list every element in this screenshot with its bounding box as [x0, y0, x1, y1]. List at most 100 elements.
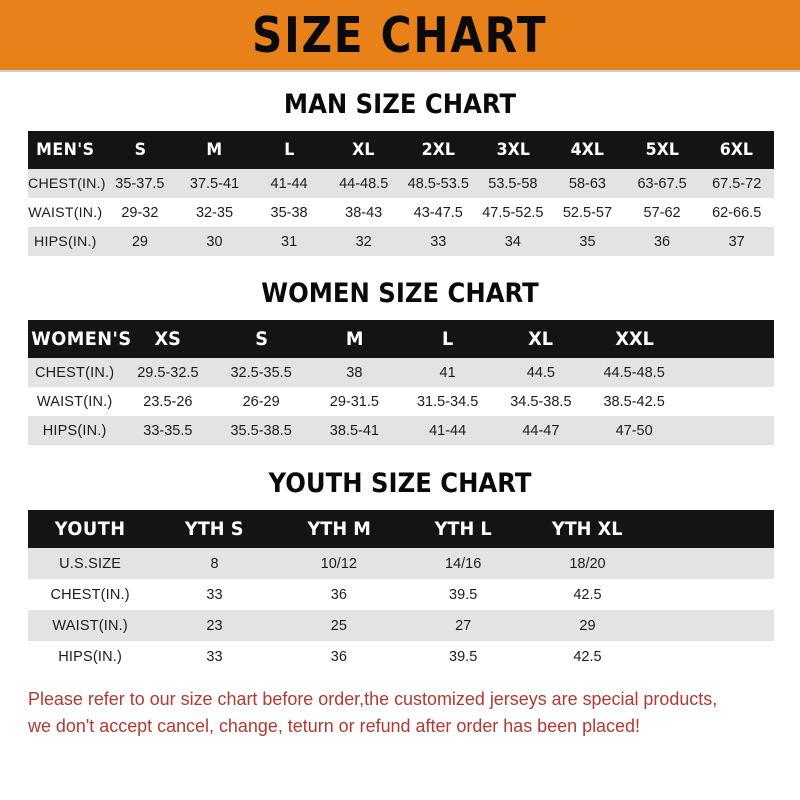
table-row: U.S.SIZE 8 10/12 14/16 18/20	[28, 548, 774, 579]
youth-measure-cell	[650, 548, 774, 579]
man-row-label: CHEST(IN.)	[28, 175, 106, 192]
man-measure-cell: 35-38	[270, 204, 308, 221]
women-row-label: HIPS(IN.)	[42, 422, 107, 439]
man-table-body: MEN'S S M L XL 2XL 3XL 4XL 5XL 6XL CHEST(IN.) 35-3…	[28, 131, 774, 256]
man-measure-cell: 31	[281, 233, 298, 250]
table-row: CHEST(IN.) 35-37.5 37.5-41 41-44 44-48.5 48.5…	[28, 169, 774, 198]
man-measure-cell: 30	[206, 233, 223, 250]
youth-measure-cell: 33	[206, 648, 223, 665]
man-measure-cell: 47.5-52.5	[482, 204, 544, 221]
women-measure-cell: 44.5	[526, 364, 555, 381]
man-measure-cell: 63-67.5	[637, 175, 687, 192]
man-measure-cell: 29	[131, 233, 148, 250]
disclaimer-line-1: Please refer to our size chart before or…	[28, 688, 718, 709]
man-measure-cell: 44-48.5	[339, 175, 389, 192]
table-row: CHEST(IN.) 33 36 39.5 42.5	[28, 579, 774, 610]
women-corner-label: WOMEN'S	[31, 328, 132, 350]
youth-measure-cell: 36	[330, 648, 347, 665]
women-section-title: WOMEN SIZE CHART	[261, 278, 539, 309]
women-size-header: XS	[154, 328, 182, 350]
women-measure-cell: 29.5-32.5	[137, 364, 199, 381]
women-measure-cell: 38	[346, 364, 363, 381]
man-measure-cell: 29-32	[121, 204, 159, 221]
youth-measure-cell: 42.5	[573, 648, 602, 665]
table-row: HIPS(IN.) 33 36 39.5 42.5	[28, 641, 774, 672]
women-measure-cell: 38.5-42.5	[603, 393, 665, 410]
women-measure-cell	[681, 416, 774, 445]
man-measure-cell: 33	[430, 233, 447, 250]
women-size-header: M	[345, 328, 364, 350]
women-size-header: XL	[528, 328, 554, 350]
man-corner-label: MEN'S	[36, 140, 95, 160]
youth-size-header: YTH XL	[552, 518, 623, 540]
youth-size-table: YOUTH YTH S YTH M YTH L YTH XL U.S.SIZE 8 10/1…	[28, 510, 774, 672]
disclaimer-note: Please refer to our size chart before or…	[28, 686, 754, 740]
youth-measure-cell: 39.5	[449, 648, 478, 665]
youth-measure-cell	[650, 610, 774, 641]
table-row: WAIST(IN.) 29-32 32-35 35-38 38-43 43-47.5 47.…	[28, 198, 774, 227]
man-measure-cell: 48.5-53.5	[407, 175, 469, 192]
women-row-label: CHEST(IN.)	[34, 364, 115, 381]
women-measure-cell: 34.5-38.5	[510, 393, 572, 410]
women-measure-cell: 26-29	[242, 393, 280, 410]
man-measure-cell: 32-35	[195, 204, 234, 221]
youth-measure-cell: 8	[210, 555, 219, 572]
youth-size-header: YTH S	[185, 518, 244, 540]
page-banner: SIZE CHART	[0, 0, 800, 72]
disclaimer-line-2: we don't accept cancel, change, teturn o…	[28, 714, 640, 736]
man-measure-cell: 53.5-58	[488, 175, 538, 192]
man-measure-cell: 57-62	[643, 204, 681, 221]
youth-size-header: YTH L	[434, 518, 492, 540]
man-size-header: XL	[352, 140, 375, 160]
youth-header-row: YOUTH YTH S YTH M YTH L YTH XL	[28, 510, 774, 548]
women-table-wrapper: WOMEN'S XS S M L XL XXL CHEST(IN.) 29.5-32.5 32.…	[28, 320, 774, 445]
women-size-header: XXL	[614, 328, 654, 350]
youth-measure-cell: 18/20	[569, 555, 606, 572]
man-measure-cell: 58-63	[568, 175, 606, 192]
man-table-wrapper: MEN'S S M L XL 2XL 3XL 4XL 5XL 6XL CHEST(IN.) 35-3…	[28, 131, 774, 256]
man-measure-cell: 38-43	[345, 204, 383, 221]
women-row-label: WAIST(IN.)	[36, 393, 113, 410]
youth-measure-cell: 39.5	[449, 586, 478, 603]
man-measure-cell: 34	[504, 233, 521, 250]
man-header-row: MEN'S S M L XL 2XL 3XL 4XL 5XL 6XL	[28, 131, 774, 169]
man-measure-cell: 52.5-57	[562, 204, 613, 221]
youth-size-header: YTH M	[307, 518, 371, 540]
youth-measure-cell: 29	[579, 617, 596, 634]
women-measure-cell	[681, 358, 774, 387]
youth-measure-cell	[650, 579, 774, 610]
man-section-title: MAN SIZE CHART	[283, 89, 517, 120]
women-size-header: L	[441, 328, 454, 350]
youth-measure-cell: 42.5	[573, 586, 602, 603]
man-measure-cell: 62-66.5	[712, 204, 762, 221]
man-measure-cell: 35	[579, 233, 596, 250]
youth-measure-cell: 27	[455, 617, 472, 634]
women-measure-cell: 41	[439, 364, 456, 381]
youth-row-label: WAIST(IN.)	[52, 617, 128, 634]
youth-row-label: CHEST(IN.)	[50, 586, 130, 603]
man-measure-cell: 41-44	[270, 175, 308, 192]
table-row: HIPS(IN.) 33-35.5 35.5-38.5 38.5-41 41-44 44-…	[28, 416, 774, 445]
page-title: SIZE CHART	[252, 6, 548, 64]
man-size-header: 4XL	[570, 140, 605, 160]
man-measure-cell: 43-47.5	[413, 204, 463, 221]
women-measure-cell: 23.5-26	[143, 393, 193, 410]
women-measure-cell: 29-31.5	[329, 393, 379, 410]
table-row: HIPS(IN.) 29 30 31 32 33 34 35 36 37	[28, 227, 774, 256]
youth-corner-label: YOUTH	[54, 518, 126, 540]
women-measure-cell: 44-47	[522, 422, 560, 439]
women-size-header: S	[254, 328, 268, 350]
man-measure-cell: 67.5-72	[712, 175, 762, 192]
man-measure-cell: 32	[355, 233, 372, 250]
women-measure-cell: 44.5-48.5	[603, 364, 665, 381]
youth-table-body: YOUTH YTH S YTH M YTH L YTH XL U.S.SIZE 8 10/1…	[28, 510, 774, 672]
women-measure-cell: 38.5-41	[329, 422, 379, 439]
man-size-header: 6XL	[720, 140, 754, 160]
women-measure-cell	[681, 387, 774, 416]
youth-measure-cell: 23	[206, 617, 223, 634]
women-size-table: WOMEN'S XS S M L XL XXL CHEST(IN.) 29.5-32.5 32.…	[28, 320, 774, 445]
women-measure-cell: 41-44	[429, 422, 467, 439]
man-size-header: M	[206, 140, 223, 160]
man-size-header: L	[284, 140, 295, 160]
